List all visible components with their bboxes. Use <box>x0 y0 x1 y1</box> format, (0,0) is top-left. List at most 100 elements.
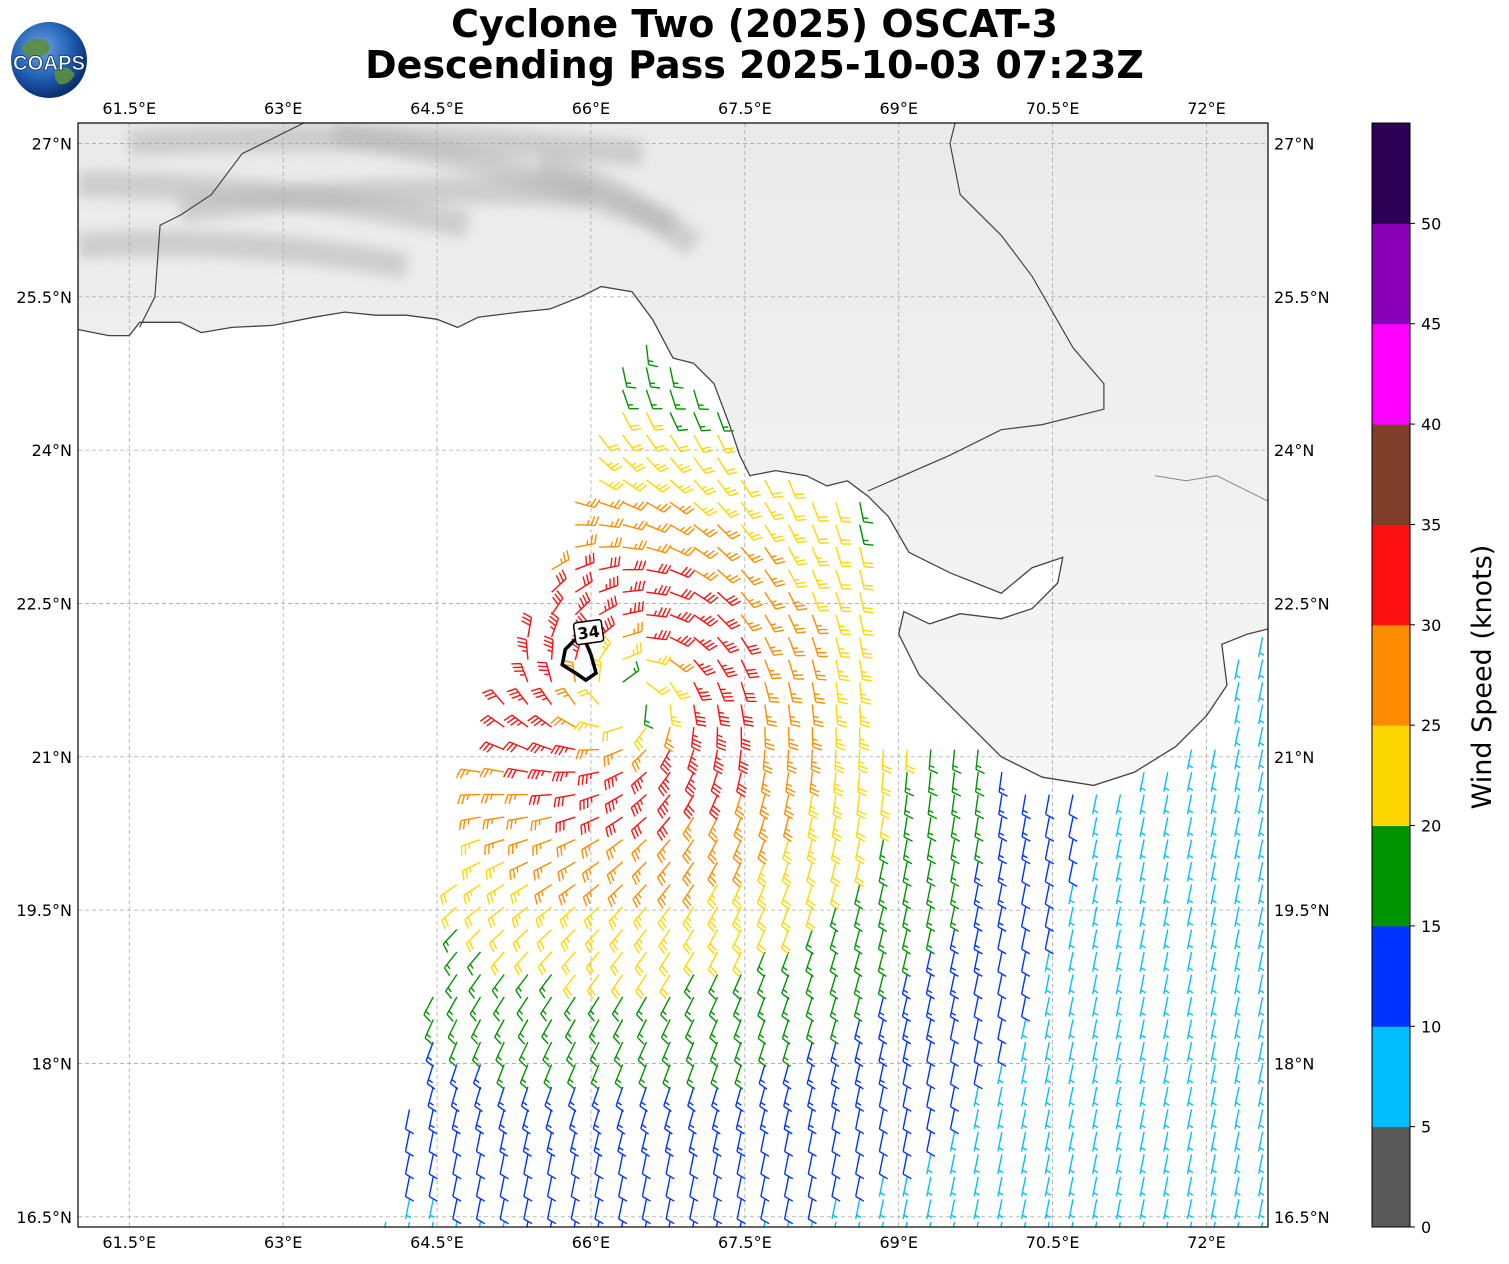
wind-barb <box>482 688 505 706</box>
wind-barb-path <box>1068 1109 1075 1130</box>
wind-barb-path <box>998 794 1008 820</box>
wind-barb-path <box>829 906 839 933</box>
wind-barb-path <box>764 614 785 633</box>
wind-barb <box>855 1176 865 1202</box>
wind-barb-path <box>949 1086 960 1112</box>
wind-barb-path <box>782 1064 792 1090</box>
wind-barb-path <box>855 1154 865 1180</box>
wind-barb-path <box>902 861 912 888</box>
wind-barb-path <box>1068 1176 1075 1197</box>
wind-barb-path <box>517 1019 529 1045</box>
wind-barb <box>951 772 962 797</box>
wind-barb-path <box>781 974 790 1000</box>
wind-barb <box>1257 1176 1265 1197</box>
wind-barb-path <box>1163 1109 1170 1130</box>
wind-barb-path <box>1257 771 1265 792</box>
wind-barb-path <box>1044 1109 1052 1130</box>
wind-barb-path <box>622 580 646 593</box>
wind-barb-path <box>811 546 830 567</box>
wind-barb-path <box>1186 974 1194 995</box>
wind-barb <box>632 884 647 908</box>
wind-barb <box>630 771 647 795</box>
wind-barb <box>659 974 671 1000</box>
wind-barb-path <box>973 1199 980 1220</box>
wind-barb-path <box>508 838 529 856</box>
wind-barb-path <box>452 1199 462 1225</box>
wind-barb-path <box>665 1154 675 1180</box>
wind-barb-path <box>472 1064 482 1090</box>
wind-barb-path <box>764 524 785 543</box>
wind-barb-path <box>511 662 529 683</box>
wind-barb <box>973 1154 980 1175</box>
wind-barb-path <box>1068 1064 1075 1085</box>
wind-barb <box>609 929 624 954</box>
wind-barb <box>949 1199 957 1220</box>
wind-barb <box>550 716 576 728</box>
wind-barb <box>807 1131 817 1157</box>
wind-barb-path <box>877 906 888 933</box>
wind-barb <box>732 996 742 1023</box>
wind-barb-path <box>669 635 696 647</box>
wind-barb <box>716 456 738 475</box>
wind-barb-path <box>811 501 829 522</box>
wind-barb-path <box>810 1221 813 1227</box>
wind-barb <box>532 838 552 857</box>
wind-barb-path <box>575 552 595 571</box>
wind-barb-path <box>835 637 851 659</box>
wind-barb-path <box>570 1154 580 1180</box>
wind-barb <box>997 1199 1004 1220</box>
wind-barb-path <box>902 906 912 933</box>
wind-barb-path <box>575 516 600 527</box>
wind-barb <box>782 1041 791 1068</box>
wind-barb <box>757 839 768 865</box>
cloud-streak <box>78 230 409 279</box>
colorbar-bin <box>1372 1126 1410 1228</box>
wind-barb-path <box>717 524 741 540</box>
wind-barb <box>832 794 843 820</box>
wind-barb <box>879 816 890 842</box>
colorbar-tick-label: 50 <box>1421 214 1441 233</box>
lon-tick-label-bottom: 64.5°E <box>410 1233 464 1252</box>
wind-barb-path <box>787 659 805 680</box>
wind-barb-path <box>902 1109 912 1135</box>
wind-barb <box>1094 1221 1098 1227</box>
wind-barb-path <box>859 682 872 705</box>
wind-barb-path <box>464 906 481 929</box>
wind-barb-path <box>1186 1019 1194 1040</box>
wind-barb-path <box>1044 1131 1052 1152</box>
lat-tick-label-right: 16.5°N <box>1274 1208 1330 1227</box>
axis-tick-labels: 61.5°E61.5°E63°E63°E64.5°E64.5°E66°E66°E… <box>16 99 1329 1252</box>
wind-barb <box>1068 1154 1075 1175</box>
wind-barb <box>877 906 888 933</box>
wind-barb-path <box>732 861 742 888</box>
wind-barb-path <box>858 749 869 774</box>
wind-barb <box>496 1064 505 1090</box>
wind-barb-path <box>461 861 481 881</box>
wind-barb-path <box>902 1086 912 1112</box>
wind-barb-path <box>427 1086 437 1113</box>
wind-barb <box>428 1176 438 1202</box>
wind-barb-path <box>1092 1131 1099 1152</box>
wind-barb-path <box>1186 1109 1194 1130</box>
wind-barb-path <box>693 704 707 727</box>
wind-barb <box>1139 839 1146 860</box>
wind-barb-path <box>468 974 482 999</box>
wind-barb-path <box>693 569 719 582</box>
wind-barb-path <box>716 412 734 432</box>
wind-barb-path <box>853 951 863 978</box>
wind-barb-path <box>561 951 576 976</box>
wind-barb <box>806 861 816 888</box>
wind-barb <box>811 727 823 751</box>
wind-barb <box>1115 1176 1123 1197</box>
wind-barb-path <box>853 996 863 1023</box>
wind-barb <box>1210 749 1217 770</box>
wind-barb <box>491 974 505 999</box>
wind-barb-path <box>997 861 1007 887</box>
wind-barb <box>831 816 842 843</box>
wind-barb-path <box>635 974 647 1000</box>
lat-tick-label-left: 21°N <box>32 748 72 767</box>
wind-barb-path <box>527 769 552 780</box>
wind-barb-path <box>1044 1199 1052 1220</box>
wind-barb <box>1163 1131 1170 1152</box>
wind-barb <box>587 996 600 1022</box>
